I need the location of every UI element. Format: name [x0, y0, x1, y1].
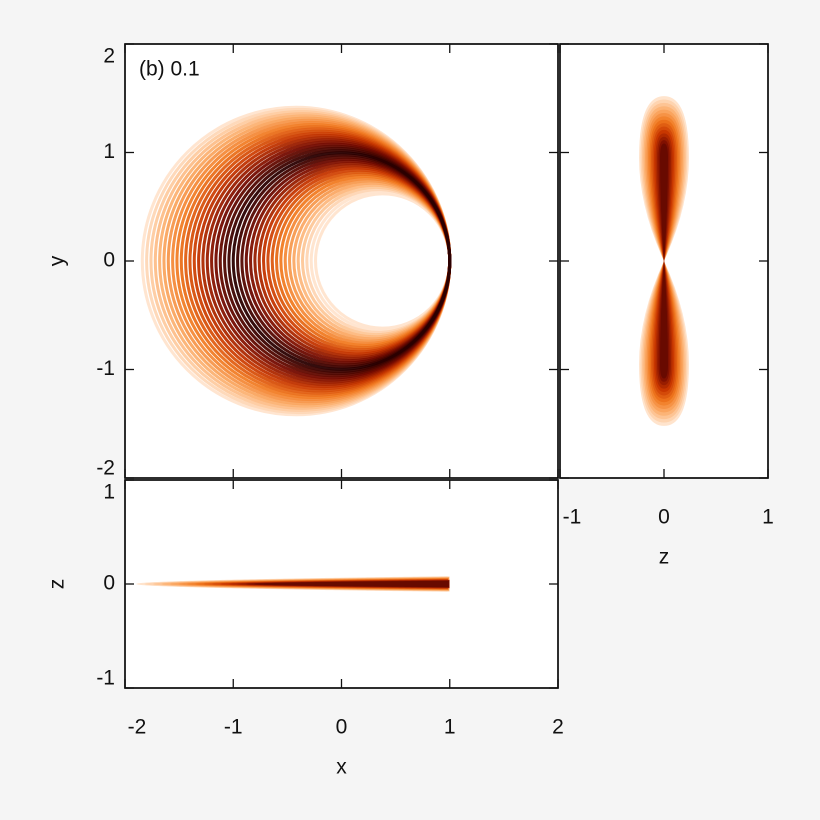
x-tick-label: -1	[224, 716, 243, 739]
density	[231, 151, 452, 371]
x-axis-label: z	[659, 546, 670, 569]
y-tick-label: 0	[103, 249, 115, 272]
density	[660, 261, 668, 379]
x-tick-label: -1	[563, 506, 582, 529]
y-tick-label: 0	[103, 572, 115, 595]
x-axis-label: x	[336, 756, 347, 779]
density-plot	[135, 576, 450, 592]
x-tick-label: 0	[658, 506, 670, 529]
y-axis-label: y	[46, 255, 69, 266]
annotation: (b) 0.1	[139, 58, 200, 81]
density-plot	[140, 105, 452, 417]
y-tick-label: 1	[103, 481, 115, 504]
y-tick-label: -1	[96, 667, 115, 690]
x-tick-label: -2	[128, 716, 147, 739]
x-tick-label: 1	[444, 716, 456, 739]
density	[254, 580, 449, 588]
y-tick-label: -1	[96, 357, 115, 380]
y-axis-label: z	[46, 579, 69, 590]
x-tick-label: 0	[336, 716, 348, 739]
y-tick-label: 1	[103, 140, 115, 163]
density-plot	[639, 96, 689, 426]
density	[660, 143, 668, 261]
y-tick-label: 2	[103, 45, 115, 68]
x-tick-label: 2	[552, 716, 564, 739]
y-tick-label: -2	[96, 457, 115, 480]
x-tick-label: 1	[762, 506, 774, 529]
